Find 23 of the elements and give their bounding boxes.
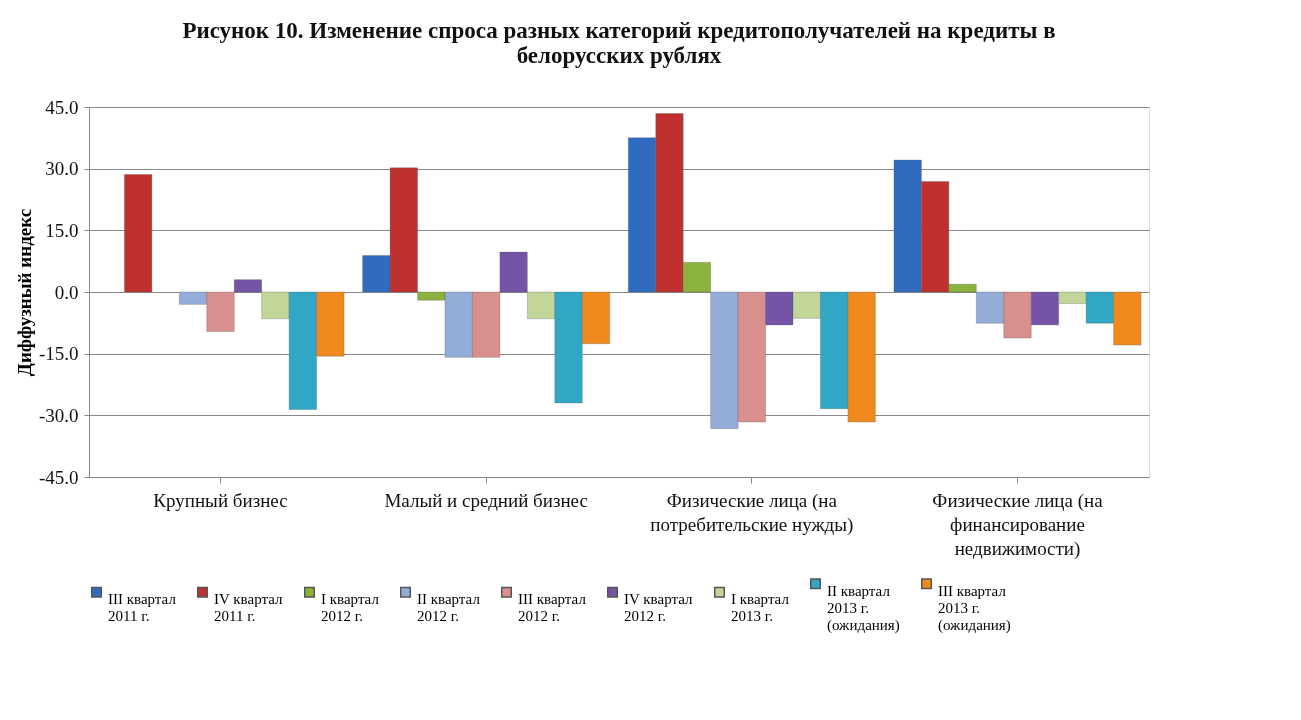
legend-label: IV квартал 2011 г. <box>214 591 283 625</box>
legend-label: III квартал 2012 г. <box>518 591 587 625</box>
legend-label: I квартал 2013 г. <box>731 591 790 625</box>
y-axis-title: Диффузный индекс <box>13 208 35 377</box>
y-tick-label: 15.0 <box>45 219 79 241</box>
x-tick-label: Крупный бизнес <box>153 489 288 511</box>
y-tick-label: -45.0 <box>38 466 79 488</box>
x-tick-label: Малый и средний бизнес <box>384 489 588 511</box>
y-tick-label: 30.0 <box>45 158 79 180</box>
legend-label: III квартал 2011 г. <box>108 591 177 625</box>
bar <box>124 174 153 293</box>
x-tick-label: Физические лица (на потребительские нужды) <box>650 489 854 536</box>
legend-label: I квартал 2012 г. <box>321 591 380 625</box>
y-tick-label: -15.0 <box>38 343 79 365</box>
legend-label: III квартал 2013 г. (ожидания) <box>938 582 1011 634</box>
y-tick-label: -30.0 <box>38 404 79 426</box>
legend-label: II квартал 2013 г. (ожидания) <box>827 582 900 634</box>
legend-label: IV квартал 2012 г. <box>624 591 693 625</box>
chart-title: Рисунок 10. Изменение спроса разных категорий кредитополучателей на кредиты в белорусских рублях <box>182 18 1056 68</box>
y-tick-label: 45.0 <box>45 96 79 118</box>
legend-label: II квартал 2012 г. <box>417 591 481 625</box>
x-tick-label: Физические лица (на финансирование недвижимости) <box>932 489 1104 560</box>
y-tick-label: 0.0 <box>54 281 79 303</box>
